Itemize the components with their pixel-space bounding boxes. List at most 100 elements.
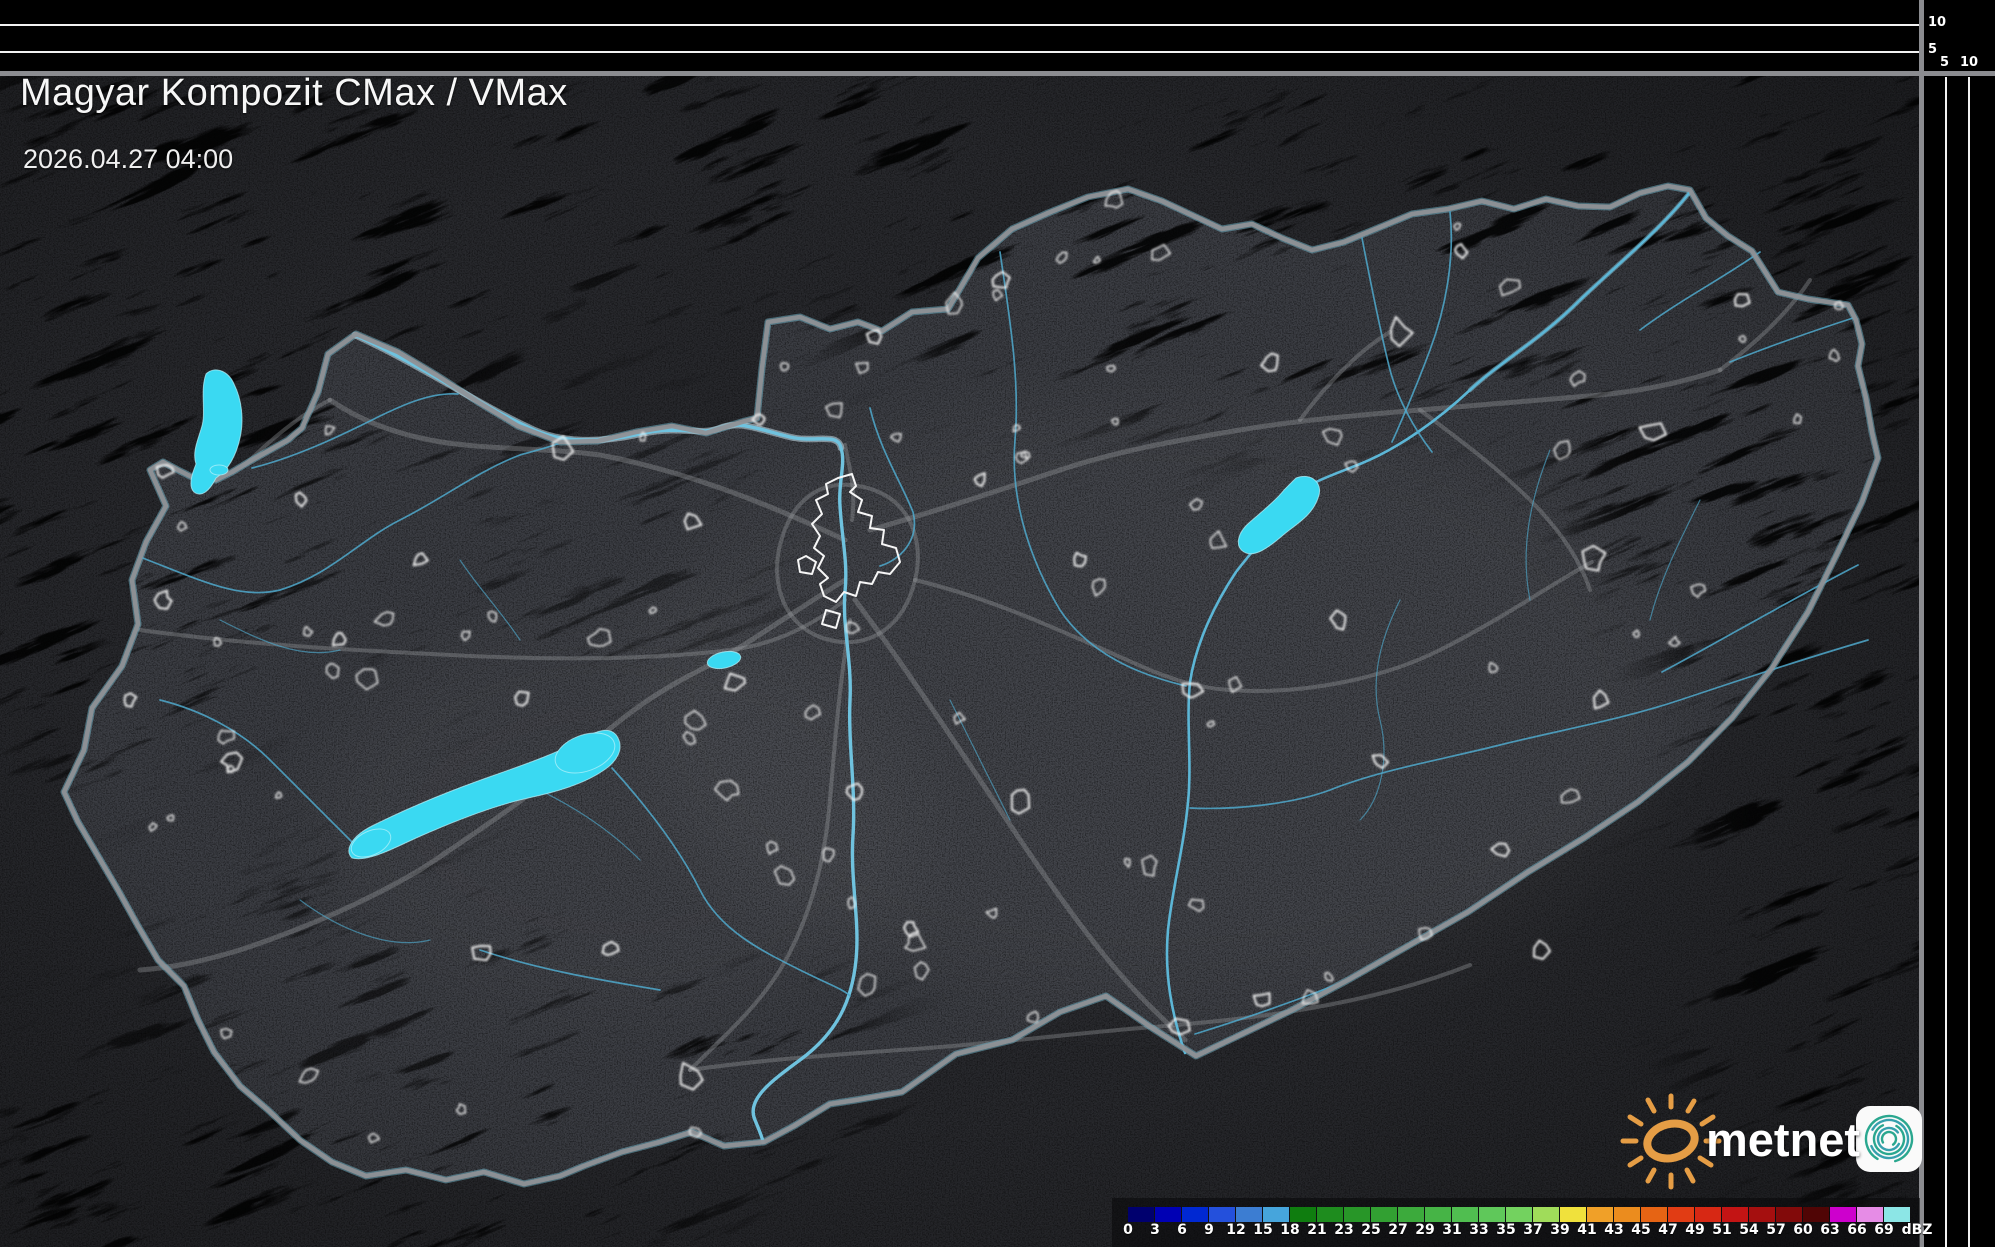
timestamp: 2026.04.27 04:00 [23,144,234,174]
legend-color-cell [1209,1207,1235,1222]
settlement-outline [1490,842,1511,858]
road-8 [138,598,847,661]
settlement-outline [1073,551,1087,568]
settlement-outline [1488,661,1499,674]
legend-color-cell [1479,1207,1505,1222]
settlement-outline [1324,971,1334,982]
legend-tick-label: 37 [1523,1222,1543,1238]
settlement-outline [1260,352,1279,373]
legend-color-cell [1452,1207,1478,1222]
settlement-outline [586,628,612,647]
koros-river [1189,639,1869,810]
settlement-outline [723,672,746,692]
settlement-outline [1560,788,1581,804]
legend-tick-label: 3 [1150,1222,1160,1238]
settlement-outline [855,361,869,375]
legend-tick-label: 60 [1793,1222,1813,1238]
settlement-outline [1301,989,1319,1005]
balaton-lake [348,730,621,860]
settlement-outline [1010,788,1031,815]
road-m60 [688,963,1472,1072]
legend-tick-label: 18 [1280,1222,1300,1238]
legend-color-cell [1317,1207,1343,1222]
legend-color-cell [1749,1207,1775,1222]
settlement-outline [1738,334,1747,343]
settlement-outline [857,973,877,997]
legend-tick-label: 27 [1388,1222,1408,1238]
ruler-right-label-10: 10 [1960,55,1979,70]
settlement-outline [1793,413,1802,425]
legend-tick-label: 69 [1874,1222,1894,1238]
metnet-logo-text: metnet [1706,1113,1861,1166]
legend-color-cell [1776,1207,1802,1222]
legend-tick-label: 23 [1334,1222,1354,1238]
settlement-outline [679,1061,704,1091]
settlement-outline [904,933,927,952]
legend-color-cell [1371,1207,1397,1222]
mosoni-duna [251,393,459,469]
settlement-outline [487,610,498,623]
settlement-outline [1111,418,1119,426]
road-m35 [1418,408,1592,592]
settlement-outline [825,402,843,419]
legend-color-cell [1695,1207,1721,1222]
stream [459,559,521,641]
legend-tick-label: 63 [1820,1222,1840,1238]
settlement-outline [683,512,703,531]
legend-tick-label: 0 [1123,1222,1133,1238]
legend-color-cell [1506,1207,1532,1222]
stream [949,699,1011,821]
koros-branch [1661,564,1859,673]
roads-group [137,278,1812,1072]
settlement-outline [325,663,340,680]
legend-color-cell [1587,1207,1613,1222]
legend-tick-label: 66 [1847,1222,1867,1238]
settlement-outline [471,944,492,962]
ruler-top-label-5: 5 [1928,42,1938,57]
settlement-outline [845,782,863,802]
legend-tick-label: 45 [1631,1222,1651,1238]
legend-tick-label: 49 [1685,1222,1705,1238]
settlement-outline [648,606,658,615]
settlement-outline [945,291,963,315]
settlement-outline [217,729,235,745]
road-4 [913,560,1594,693]
legend-color-cell [1128,1207,1154,1222]
settlement-outline [1091,578,1106,597]
raba-river [139,441,563,594]
legend-color-cell [1722,1207,1748,1222]
legend-color-cell [1668,1207,1694,1222]
settlement-outline [1252,992,1271,1008]
settlement-outline [1418,927,1433,941]
metnet-app-icon [1856,1106,1922,1172]
legend-tick-label: 57 [1766,1222,1786,1238]
settlement-outline [1321,428,1343,446]
settlement-outline [355,668,379,691]
legend-tick-label: 41 [1577,1222,1597,1238]
settlement-outline [227,764,235,774]
settlement-outline [1592,689,1610,710]
settlement-outline [953,711,966,725]
settlement-outline [1106,365,1116,373]
settlement-outline [1141,854,1158,877]
legend-tick-label: 15 [1253,1222,1273,1238]
stream [299,899,431,944]
legend-color-cell [1614,1207,1640,1222]
zagyva-river [999,251,1187,687]
settlement-outline [412,552,429,567]
dbz-unit-label: dBZ [1901,1222,1933,1238]
settlement-outline [991,270,1011,289]
settlement-outline [684,709,707,731]
settlement-outline [1498,278,1521,297]
hernad-river [1391,211,1453,443]
settlement-outline [639,431,647,442]
stream [1359,599,1401,821]
legend-color-cell [1236,1207,1262,1222]
settlement-outline [1167,1017,1191,1036]
ruler-top-label-10: 10 [1928,15,1947,30]
kapos-river [479,949,661,991]
road-miskolc [1298,330,1392,422]
settlement-outline [751,413,766,426]
